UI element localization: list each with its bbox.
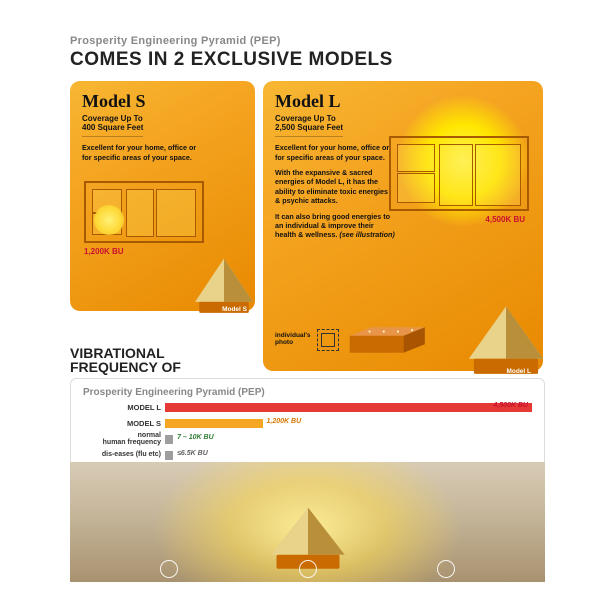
chart-bar-value: 4,500K BU — [493, 402, 528, 409]
chart-bar-fill — [165, 419, 263, 428]
chart-bar-label: dis-eases (flu etc) — [83, 452, 165, 459]
chart-bar-row: normal human frequency 7 – 10K BU — [83, 433, 532, 446]
model-l-desc3b: (see illustration) — [339, 230, 395, 239]
chart-bar-track: ≤6.5K BU — [165, 451, 532, 460]
chart-bar-value: 1,200K BU — [267, 418, 302, 425]
header-title: COMES IN 2 EXCLUSIVE MODELS — [70, 49, 545, 71]
chart-bar-value: 7 – 10K BU — [177, 434, 214, 441]
chart-bar-row: MODEL S 1,200K BU — [83, 417, 532, 430]
model-s-coverage: Coverage Up To 400 Square Feet — [82, 114, 143, 137]
model-l-coverage-l1: Coverage Up To — [275, 114, 336, 123]
deco-icon-left — [160, 560, 178, 578]
deco-icon-center — [299, 560, 317, 578]
chart-bar-track: 1,200K BU — [165, 419, 532, 428]
model-l-coverage: Coverage Up To 2,500 Square Feet — [275, 114, 343, 137]
model-s-coverage-l1: Coverage Up To — [82, 114, 143, 123]
header-subtitle: Prosperity Engineering Pyramid (PEP) — [70, 35, 545, 47]
chart-bar-fill — [165, 435, 173, 444]
model-l-bu: 4,500K BU — [485, 215, 525, 224]
model-cards-row: Model S Coverage Up To 400 Square Feet E… — [70, 81, 545, 371]
model-l-name: Model L — [275, 91, 531, 112]
model-s-coverage-l2: 400 Square Feet — [82, 123, 143, 132]
individual-photo-label: individual's photo — [275, 333, 311, 347]
chart-subtitle: Prosperity Engineering Pyramid (PEP) — [83, 387, 532, 398]
model-l-desc2: With the expansive & sacred energies of … — [275, 168, 395, 205]
model-l-floorplan — [389, 136, 529, 211]
model-l-desc1: Excellent for your home, office or for s… — [275, 143, 395, 162]
card-model-l: Model L Coverage Up To 2,500 Square Feet… — [263, 81, 543, 371]
vib-title-l2: FREQUENCY OF — [70, 359, 181, 375]
model-s-pyramid-caption: Model S — [222, 306, 247, 313]
chart-bar-label: normal human frequency — [83, 433, 165, 446]
chart-bar-track: 4,500K BU — [165, 403, 532, 412]
chart-bar-value: ≤6.5K BU — [177, 450, 208, 457]
model-s-floorplan — [84, 181, 204, 243]
vibrational-title: VIBRATIONAL FREQUENCY OF — [70, 346, 545, 374]
model-l-coverage-l2: 2,500 Square Feet — [275, 123, 343, 132]
card-model-s: Model S Coverage Up To 400 Square Feet E… — [70, 81, 255, 311]
chart-bar-track: 7 – 10K BU — [165, 435, 532, 444]
model-s-desc: Excellent for your home, office or for s… — [82, 143, 202, 162]
model-l-desc3: It can also bring good energies to an in… — [275, 212, 395, 240]
model-s-bu: 1,200K BU — [84, 247, 124, 256]
bottom-scene — [70, 462, 545, 582]
chart-bar-fill — [165, 451, 173, 460]
deco-icon-right — [437, 560, 455, 578]
chart-bar-row: dis-eases (flu etc) ≤6.5K BU — [83, 449, 532, 462]
chart-bar-label: MODEL L — [83, 404, 165, 411]
chart-bar-label: MODEL S — [83, 420, 165, 427]
model-s-name: Model S — [82, 91, 243, 112]
chart-bar-fill — [165, 403, 532, 412]
chart-bar-row: MODEL L 4,500K BU — [83, 401, 532, 414]
